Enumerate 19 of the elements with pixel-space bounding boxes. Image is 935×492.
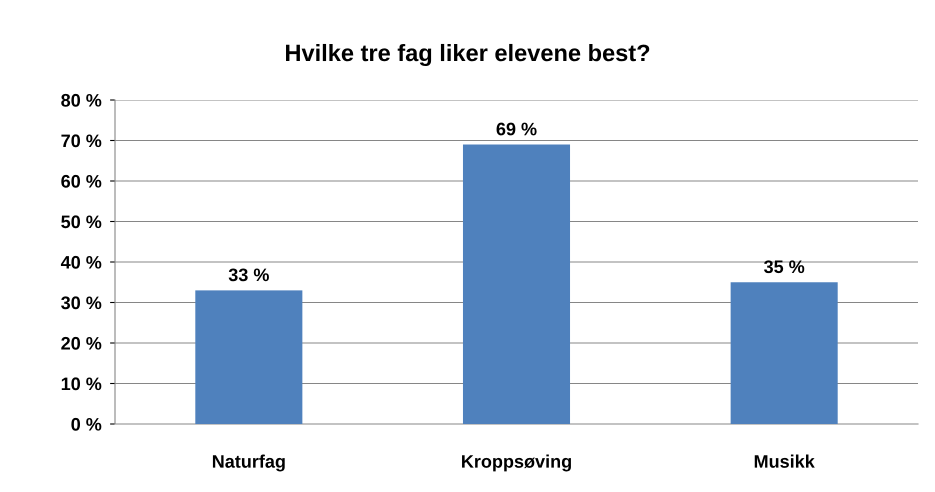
y-tick-label: 50 % (61, 215, 102, 228)
x-tick-label: Naturfag (212, 454, 285, 472)
y-tick-label: 30 % (61, 296, 102, 310)
y-tick-label: 10 % (62, 377, 102, 390)
y-tick-label: 70 % (61, 134, 102, 148)
y-tick-label: 60 % (61, 174, 102, 188)
y-tick-label: 40 % (60, 256, 102, 269)
bar (195, 290, 302, 424)
chart-title: Hvilke tre fag liker elevene best? (286, 44, 650, 66)
y-tick-label: 20 % (61, 336, 102, 350)
data-label: 69 % (496, 122, 537, 136)
y-tick-label: 0 % (71, 418, 102, 431)
x-tick-label: Musikk (754, 454, 815, 468)
bar (730, 282, 838, 424)
x-tick-label: Kroppsøving (462, 454, 571, 472)
y-tick-label: 80 % (61, 94, 102, 107)
bar (462, 144, 570, 424)
data-label: 33 % (228, 268, 269, 282)
data-label: 35 % (764, 260, 804, 274)
